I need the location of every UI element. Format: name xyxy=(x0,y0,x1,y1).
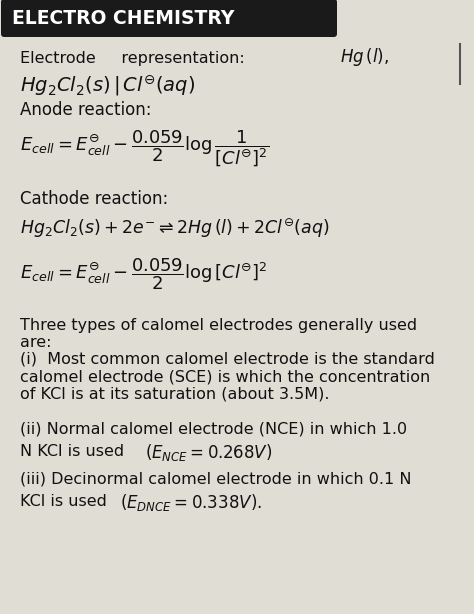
Text: $Hg_2Cl_2(s)\,|\,Cl^{\ominus}(aq)$: $Hg_2Cl_2(s)\,|\,Cl^{\ominus}(aq)$ xyxy=(20,74,195,98)
Text: Three types of calomel electrodes generally used
are:: Three types of calomel electrodes genera… xyxy=(20,318,417,351)
Text: (i)  Most common calomel electrode is the standard
calomel electrode (SCE) is wh: (i) Most common calomel electrode is the… xyxy=(20,352,435,402)
Text: Anode reaction:: Anode reaction: xyxy=(20,101,152,119)
Text: Cathode reaction:: Cathode reaction: xyxy=(20,190,168,208)
Text: $Hg_2Cl_2(s) + 2e^{-} \rightleftharpoons 2Hg\,(l) + 2Cl^{\ominus}(aq)$: $Hg_2Cl_2(s) + 2e^{-} \rightleftharpoons… xyxy=(20,217,329,241)
Text: $\left(E_{DNCE} = 0.338V\right).$: $\left(E_{DNCE} = 0.338V\right).$ xyxy=(120,492,262,513)
Text: $E_{cell} = E^{\ominus}_{cell} - \dfrac{0.059}{2}\log\dfrac{1}{\left[Cl^{\ominus: $E_{cell} = E^{\ominus}_{cell} - \dfrac{… xyxy=(20,129,269,169)
Text: N KCl is used: N KCl is used xyxy=(20,444,129,459)
Text: $Hg\,(l),$: $Hg\,(l),$ xyxy=(340,46,389,68)
Text: KCl is used: KCl is used xyxy=(20,494,112,509)
Text: Electrode     representation:: Electrode representation: xyxy=(20,50,245,66)
Text: (ii) Normal calomel electrode (NCE) in which 1.0: (ii) Normal calomel electrode (NCE) in w… xyxy=(20,422,407,437)
Text: $E_{cell} = E^{\ominus}_{cell} - \dfrac{0.059}{2}\log\left[Cl^{\ominus}\right]^2: $E_{cell} = E^{\ominus}_{cell} - \dfrac{… xyxy=(20,256,267,292)
Text: ELECTRO CHEMISTRY: ELECTRO CHEMISTRY xyxy=(12,9,234,28)
Text: (iii) Decinormal calomel electrode in which 0.1 N: (iii) Decinormal calomel electrode in wh… xyxy=(20,471,411,486)
Text: $\left(E_{NCE} = 0.268V\right)$: $\left(E_{NCE} = 0.268V\right)$ xyxy=(145,442,272,463)
FancyBboxPatch shape xyxy=(1,0,337,37)
